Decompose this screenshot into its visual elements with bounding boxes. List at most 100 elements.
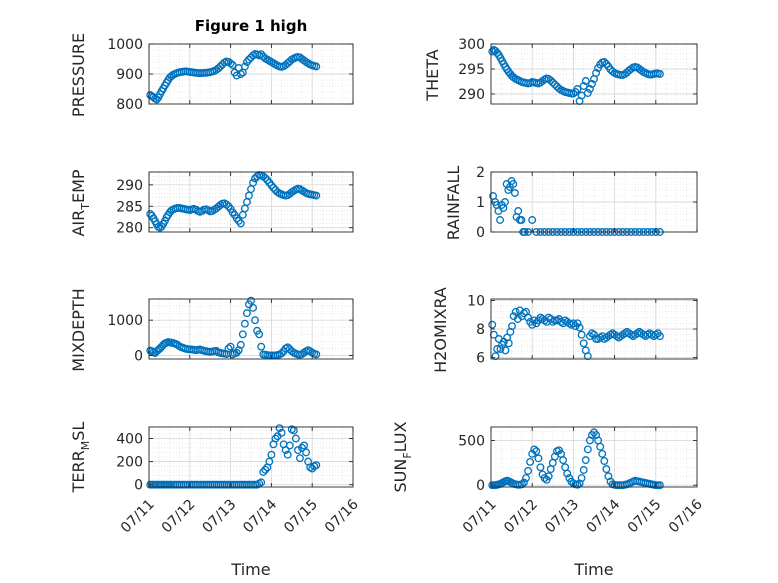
y-tick-label: 0 <box>476 225 485 241</box>
data-point <box>524 313 533 322</box>
data-point <box>255 330 264 339</box>
data-point <box>242 309 251 318</box>
axes-frame <box>490 43 698 105</box>
data-point <box>522 474 530 482</box>
air-temp-axes: AIRTEMP 280 285 290 <box>69 169 354 237</box>
data-point <box>563 469 572 478</box>
data-point <box>511 307 520 316</box>
data-point <box>240 62 249 71</box>
y-tick-label: 1 <box>476 195 485 211</box>
data-point <box>592 69 601 77</box>
data-point <box>257 478 266 487</box>
data-point <box>287 347 296 356</box>
y-tick-label: 900 <box>116 67 143 83</box>
y-tick-label: 8 <box>476 322 485 338</box>
data-point <box>517 480 526 489</box>
data-point <box>637 66 646 75</box>
theta-ylabel: THETA <box>423 49 442 101</box>
data-point <box>496 345 505 353</box>
axes-frame <box>490 426 698 488</box>
data-point <box>528 320 537 329</box>
axes-frame <box>148 298 354 360</box>
y-tick-label: 1000 <box>107 37 143 53</box>
data-point <box>655 481 664 490</box>
data-point <box>602 465 611 474</box>
data-point <box>514 207 523 215</box>
data-point <box>275 424 284 433</box>
data-point <box>555 84 563 93</box>
data-point <box>293 446 302 455</box>
mixdepth-ylabel: MIXDEPTH <box>69 288 88 371</box>
h2omixra-ylabel: H2OMIXRA <box>431 287 450 373</box>
data-point <box>228 61 237 69</box>
data-point <box>508 322 516 331</box>
data-point <box>585 85 594 93</box>
data-point <box>573 85 582 93</box>
data-point <box>224 344 233 353</box>
data-point <box>600 457 609 465</box>
data-point <box>579 466 588 474</box>
x-tick-label: 07/16 <box>666 496 706 536</box>
data-point <box>590 330 598 339</box>
y-tick-label: 0 <box>476 478 485 494</box>
data-point <box>312 350 321 359</box>
mixdepth-axes: MIXDEPTH 0 1000 <box>69 288 354 372</box>
data-point <box>257 50 266 59</box>
data-point <box>265 457 274 466</box>
data-point <box>267 450 276 459</box>
y-tick-label: 10 <box>467 293 485 309</box>
data-point <box>214 64 223 73</box>
data-point <box>546 76 555 85</box>
data-point <box>298 443 306 452</box>
data-point <box>296 454 304 463</box>
data-point <box>579 82 588 90</box>
data-point <box>257 342 266 351</box>
data-point <box>501 198 509 206</box>
data-point <box>283 343 292 352</box>
data-point <box>548 78 557 87</box>
y-tick-label: 290 <box>116 178 143 194</box>
data-point <box>528 216 537 224</box>
data-point <box>600 58 609 66</box>
data-point <box>536 463 545 472</box>
data-point <box>236 70 245 78</box>
data-point <box>238 330 247 339</box>
data-point <box>655 332 664 341</box>
data-point <box>312 461 321 470</box>
y-tick-label: 300 <box>458 37 485 53</box>
data-point <box>269 183 278 192</box>
h2omixra-axes: H2OMIXRA 6 8 10 <box>431 287 698 373</box>
theta-axes: THETA 290 295 300 <box>423 37 698 105</box>
rainfall-axes: RAINFALL 0 1 2 <box>444 165 698 241</box>
data-point <box>587 80 596 88</box>
y-tick-label: 290 <box>458 87 485 103</box>
data-point <box>245 55 253 64</box>
data-point <box>569 89 578 98</box>
y-tick-label: 1000 <box>107 313 143 329</box>
data-point <box>651 330 660 339</box>
y-tick-label: 500 <box>458 433 485 449</box>
axes-frame <box>148 171 354 233</box>
data-point <box>587 329 596 338</box>
y-tick-label: 400 <box>116 432 143 448</box>
data-point <box>216 62 225 71</box>
x-tick-label: 07/12 <box>501 496 541 536</box>
data-point <box>242 58 251 66</box>
data-point <box>573 319 582 328</box>
x-tick-label: 07/11 <box>118 496 158 536</box>
sun-flux-ylabel: SUNFLUX <box>391 421 414 492</box>
data-point <box>577 474 586 482</box>
sun-flux-xlabel: Time <box>573 560 613 579</box>
data-point <box>488 320 497 329</box>
data-point <box>493 345 502 353</box>
x-tick-label: 07/14 <box>584 496 624 536</box>
x-tick-label: 07/12 <box>159 496 199 536</box>
axes-frame <box>148 426 354 488</box>
data-point <box>261 465 270 474</box>
data-point <box>655 70 664 78</box>
data-point <box>501 346 510 355</box>
air-temp-ylabel: AIRTEMP <box>69 169 92 236</box>
data-point <box>534 454 543 463</box>
pressure-ylabel: PRESSURE <box>69 33 88 117</box>
